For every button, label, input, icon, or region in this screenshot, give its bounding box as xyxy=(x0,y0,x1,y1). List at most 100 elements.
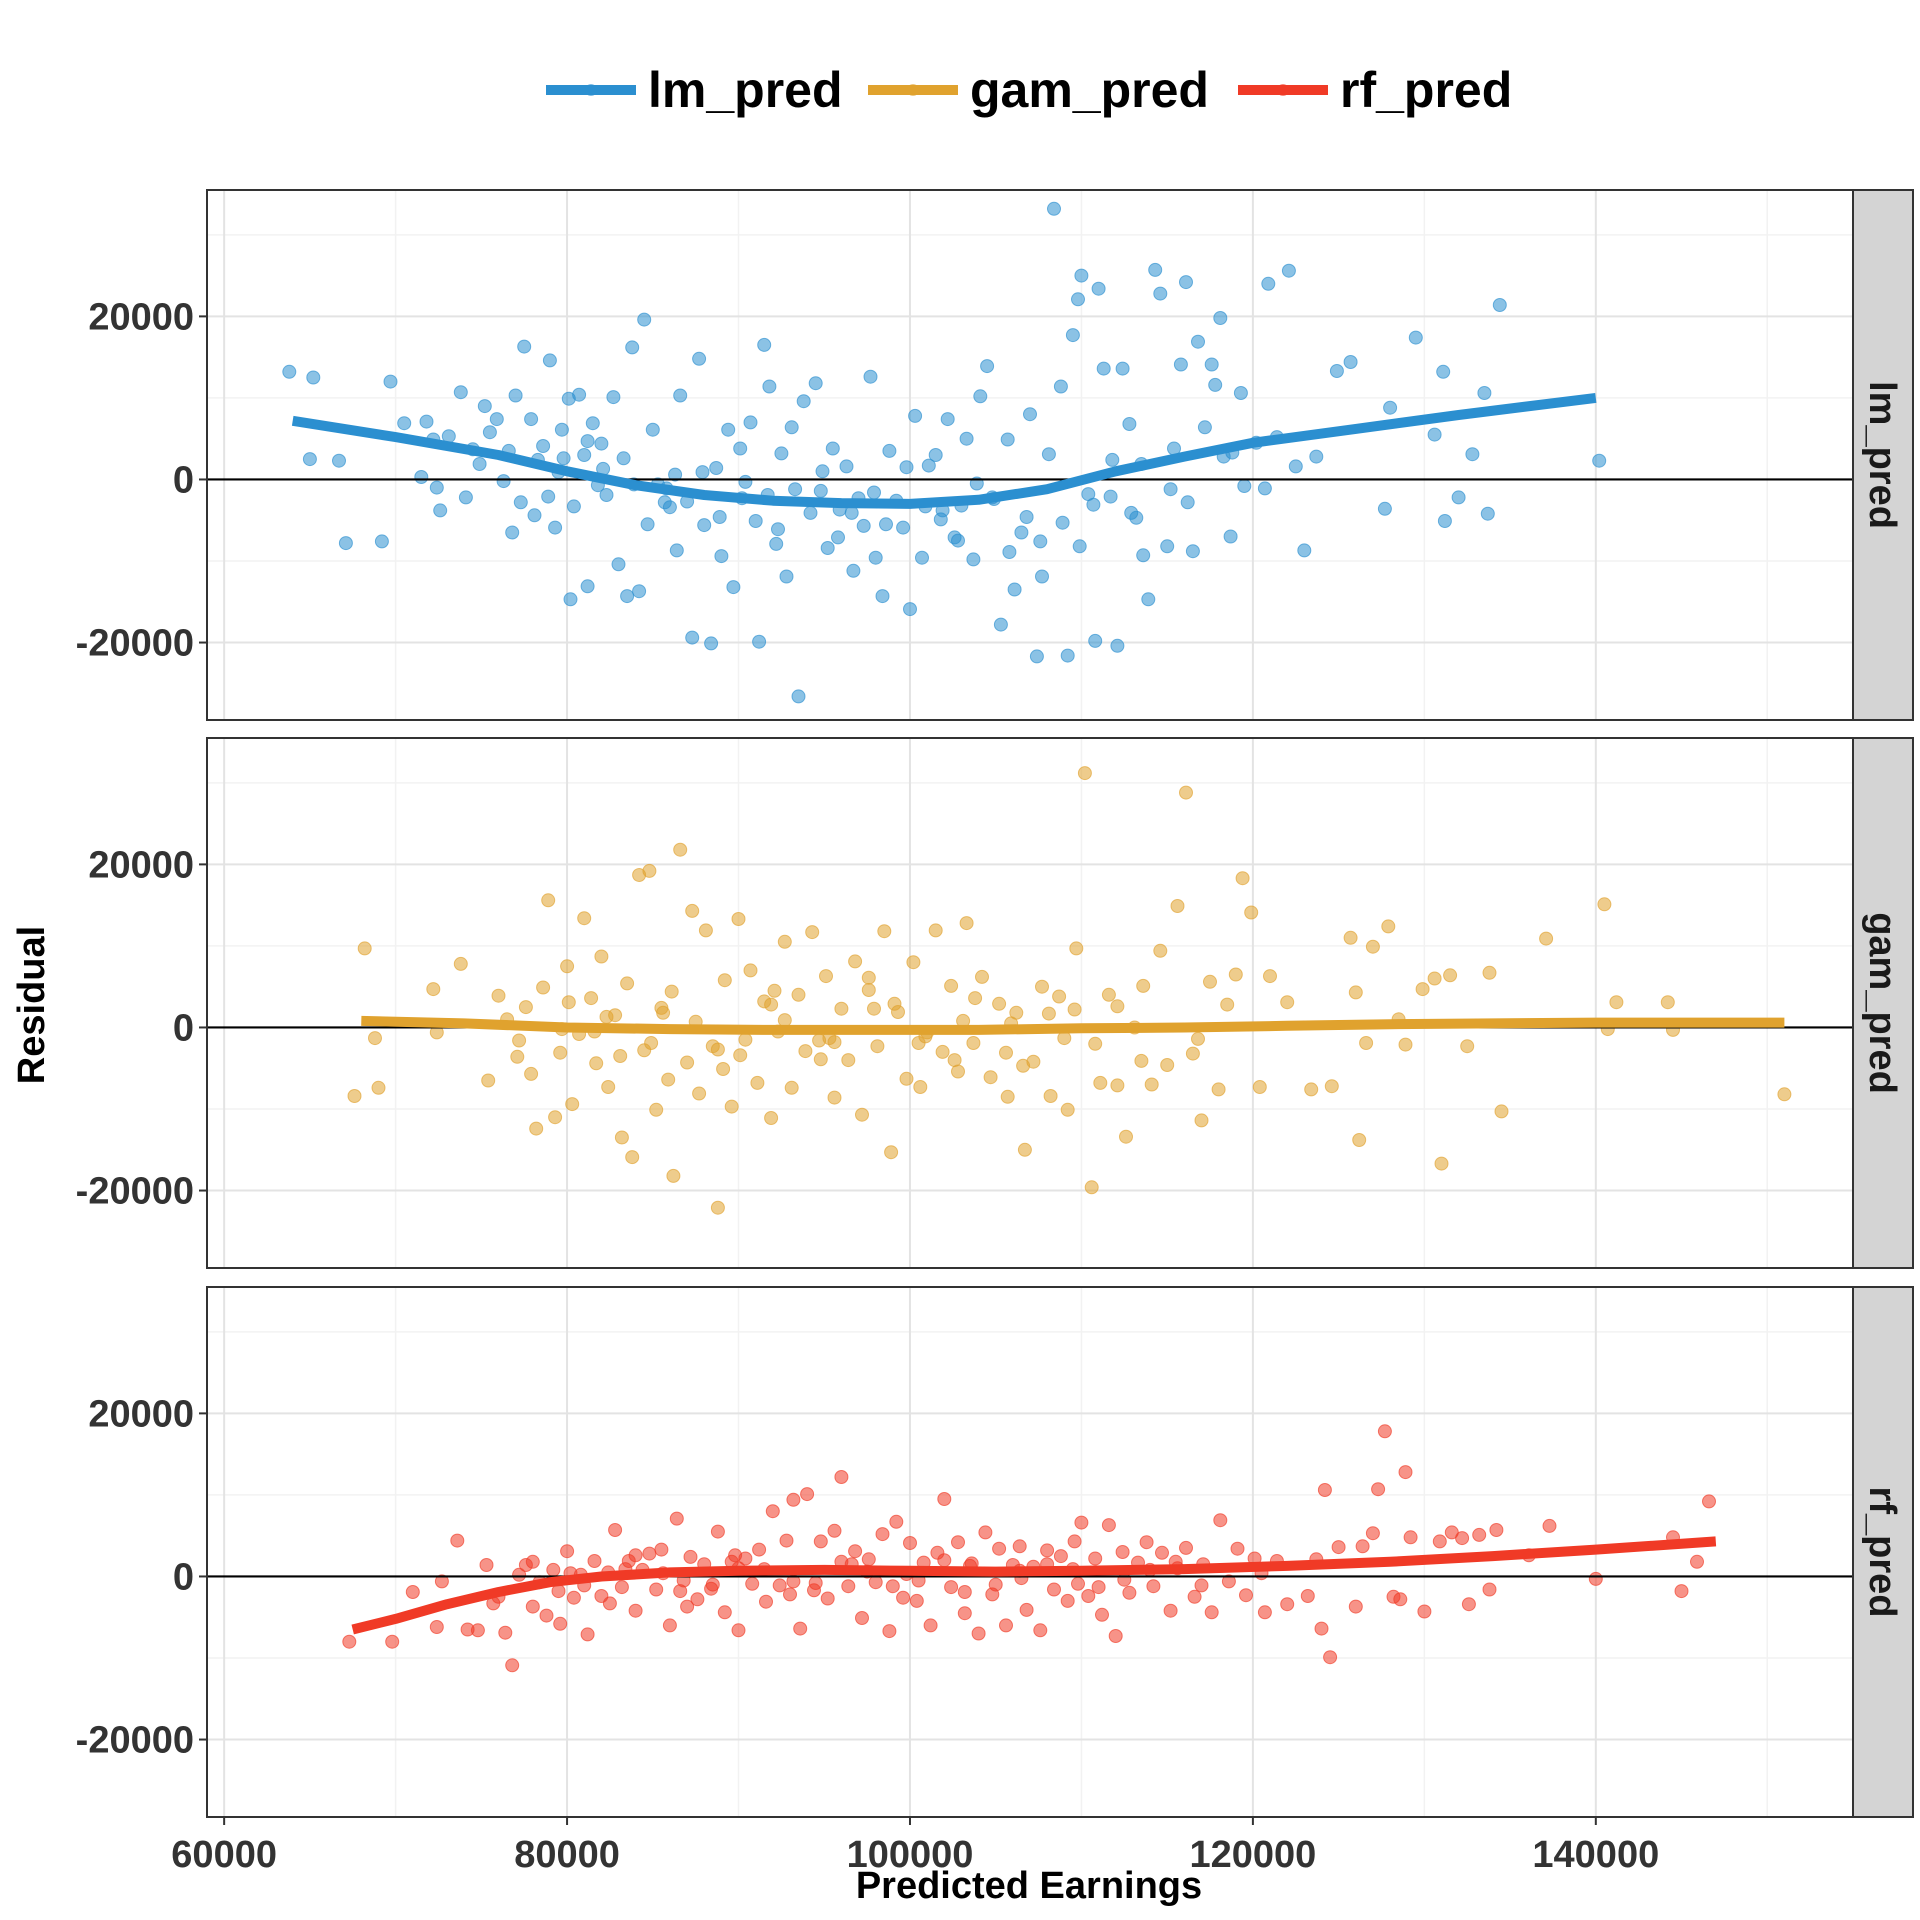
data-point xyxy=(1257,481,1272,496)
data-point xyxy=(1194,1113,1209,1128)
y-tick-label: 20000 xyxy=(88,844,194,886)
data-point xyxy=(1185,544,1200,559)
data-point xyxy=(1365,1526,1380,1541)
data-point xyxy=(306,370,321,385)
data-point xyxy=(1348,1599,1363,1614)
data-point xyxy=(477,399,492,414)
data-point xyxy=(524,412,539,427)
data-point xyxy=(992,996,1007,1011)
data-point xyxy=(332,453,346,468)
x-axis-title: Predicted Earnings xyxy=(856,1865,1202,1907)
data-point xyxy=(585,416,600,431)
data-point xyxy=(656,1005,671,1020)
data-point xyxy=(882,443,897,458)
data-point xyxy=(1542,1518,1557,1533)
data-point xyxy=(1163,1603,1178,1618)
data-point xyxy=(611,557,626,572)
data-point xyxy=(1427,971,1442,986)
data-point xyxy=(302,452,317,467)
data-point xyxy=(815,464,830,479)
data-point xyxy=(368,1031,382,1046)
data-point xyxy=(805,925,820,940)
data-point xyxy=(587,1554,602,1568)
data-point xyxy=(565,1097,580,1112)
data-point xyxy=(1153,943,1168,958)
data-point xyxy=(1352,1133,1367,1147)
data-point xyxy=(1213,311,1228,325)
data-point xyxy=(767,983,782,998)
data-point xyxy=(517,339,532,354)
data-point xyxy=(1408,330,1423,345)
data-point xyxy=(649,1102,664,1117)
data-point xyxy=(512,1033,527,1048)
data-point xyxy=(470,1623,485,1638)
data-point xyxy=(1088,1036,1103,1051)
data-point xyxy=(1105,452,1120,467)
data-point xyxy=(1377,501,1392,516)
data-point xyxy=(791,987,806,1002)
y-tick-label: 20000 xyxy=(88,296,194,338)
data-point xyxy=(577,448,592,462)
data-point xyxy=(1398,1465,1413,1480)
data-point xyxy=(1185,1046,1200,1061)
data-point xyxy=(536,439,551,453)
data-point xyxy=(1016,1058,1031,1073)
data-point xyxy=(649,1582,664,1597)
data-point xyxy=(1377,1424,1392,1439)
data-point xyxy=(748,514,763,528)
data-point xyxy=(813,1052,828,1067)
data-point xyxy=(697,518,712,533)
data-point xyxy=(1041,447,1056,462)
data-point xyxy=(793,1621,808,1636)
data-point xyxy=(971,1626,986,1641)
data-point xyxy=(980,359,995,374)
data-point xyxy=(885,1579,900,1594)
data-point xyxy=(915,550,929,565)
data-point xyxy=(951,1535,965,1550)
data-point xyxy=(668,467,683,482)
data-point xyxy=(662,1618,677,1633)
data-point xyxy=(1355,1539,1370,1554)
data-point xyxy=(1415,982,1430,997)
data-point xyxy=(1014,525,1029,540)
legend-item-rf_pred: rf_pred xyxy=(1238,62,1512,118)
data-point xyxy=(889,1514,904,1529)
data-point xyxy=(896,1590,911,1605)
data-point xyxy=(1257,1605,1272,1620)
data-point xyxy=(613,1049,628,1063)
facet-strip xyxy=(1852,189,1914,721)
data-point xyxy=(724,1099,739,1114)
data-point xyxy=(1043,1089,1058,1103)
data-point xyxy=(975,969,989,984)
data-point xyxy=(992,1541,1007,1556)
data-point xyxy=(1674,1584,1689,1599)
y-tick-label: 20000 xyxy=(88,1393,194,1435)
data-point xyxy=(1035,569,1049,584)
data-point xyxy=(733,1048,748,1063)
data-point xyxy=(654,1542,669,1557)
data-point xyxy=(928,448,943,462)
data-point xyxy=(1660,995,1675,1010)
data-point xyxy=(599,1009,614,1024)
data-point xyxy=(669,543,684,558)
data-point xyxy=(685,903,700,918)
data-point xyxy=(1023,407,1037,422)
data-point xyxy=(1317,1483,1332,1497)
points-lm_pred xyxy=(282,201,1607,704)
data-point xyxy=(1146,1579,1161,1594)
data-point xyxy=(690,1592,705,1607)
data-point xyxy=(685,630,700,645)
x-axis: 60000 80000 100000 120000 140000 xyxy=(171,1817,1659,1876)
data-point xyxy=(875,589,890,604)
data-point xyxy=(959,431,974,446)
data-point xyxy=(529,1121,544,1136)
data-point xyxy=(1074,268,1089,283)
data-point xyxy=(541,893,556,908)
data-point xyxy=(1434,1156,1449,1171)
data-point xyxy=(1371,1482,1386,1497)
data-point xyxy=(489,412,504,427)
data-point xyxy=(1065,328,1080,343)
data-point xyxy=(1492,298,1507,312)
data-point xyxy=(1223,529,1238,544)
data-point xyxy=(870,1039,885,1054)
